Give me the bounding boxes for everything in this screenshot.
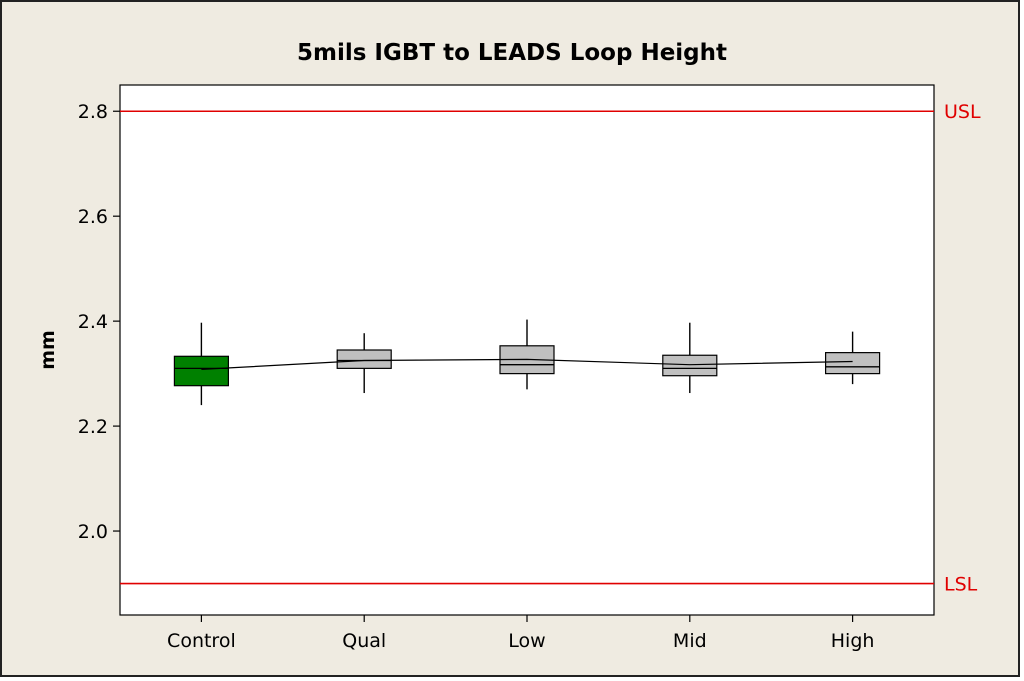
y-tick-label: 2.4 — [78, 311, 108, 333]
x-axis: Control Qual Low Mid High — [167, 615, 874, 652]
y-tick-label: 2.8 — [78, 101, 108, 123]
x-tick-label: Low — [508, 630, 545, 652]
y-tick-label: 2.6 — [78, 206, 108, 228]
x-tick-label: Mid — [673, 630, 707, 652]
mean-connect-line — [201, 358, 853, 370]
box-series — [173, 319, 881, 406]
reference-lines: USL LSL — [120, 101, 981, 596]
box-body — [336, 349, 392, 369]
box-body — [824, 352, 881, 375]
box-body — [173, 355, 229, 387]
y-axis: 2.0 2.2 2.4 2.6 2.8 — [78, 101, 120, 543]
box-high — [824, 331, 881, 385]
x-tick-label: High — [831, 630, 875, 652]
y-axis-label: mm — [37, 330, 59, 370]
ref-label-lsl: LSL — [944, 574, 978, 596]
x-tick-label: Qual — [342, 630, 386, 652]
box-mid — [662, 322, 718, 394]
y-tick-label: 2.0 — [78, 521, 108, 543]
box-control — [173, 322, 229, 406]
ref-label-usl: USL — [944, 101, 981, 123]
y-tick-label: 2.2 — [78, 416, 108, 438]
box-body — [662, 354, 718, 377]
x-tick-label: Control — [167, 630, 236, 652]
chart-title: 5mils IGBT to LEADS Loop Height — [297, 40, 727, 66]
